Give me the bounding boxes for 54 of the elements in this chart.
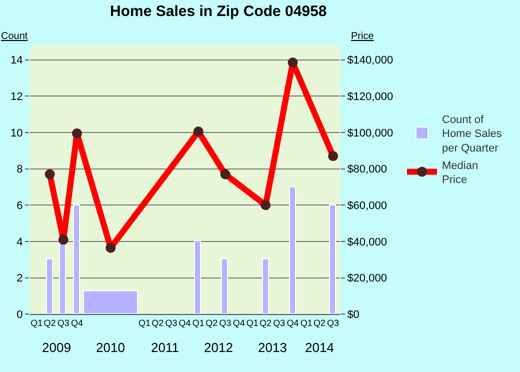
y2-axis-title: Price <box>351 31 374 42</box>
y-tick-label: 6 <box>16 200 23 212</box>
x2-tick-label: 2012 <box>204 340 233 355</box>
y-tick-label: 10 <box>10 127 23 140</box>
y-tick-label: 8 <box>16 164 23 176</box>
x-tick-label: Q4 <box>178 318 191 328</box>
x2-tick-label: 2009 <box>42 340 71 355</box>
bar <box>221 258 228 314</box>
x-tick-label: Q3 <box>219 318 232 328</box>
x2-tick-label: 2010 <box>96 340 125 355</box>
x-tick-label: Q3 <box>165 318 178 328</box>
x-tick-label: Q1 <box>192 318 204 328</box>
x2-tick-label: 2011 <box>151 340 179 355</box>
x-tick-label: Q4 <box>286 318 299 328</box>
y2-tick-label: $140,000 <box>347 54 394 67</box>
bar <box>194 240 201 314</box>
x-tick-label: Q4 <box>70 318 83 328</box>
y2-tick-label: $0 <box>347 309 360 322</box>
x-tick-label: Q2 <box>260 318 272 328</box>
y2-tick-label: $60,000 <box>347 200 387 212</box>
y2-tick-label: $100,000 <box>347 127 394 140</box>
x-tick-label: Q1 <box>246 318 258 328</box>
y2-tick-label: $120,000 <box>347 90 394 103</box>
x-tick-label: Q1 <box>30 318 43 328</box>
x-tick-label: Q4 <box>232 318 245 328</box>
y2-tick-label: $80,000 <box>347 164 387 176</box>
x-tick-label: Q1 <box>138 318 150 328</box>
x-tick-label: Q3 <box>327 318 340 328</box>
x-tick-label: Q2 <box>313 318 326 328</box>
bar <box>289 186 296 314</box>
y2-tick-label: $20,000 <box>347 272 387 285</box>
y-tick-label: 2 <box>16 272 23 285</box>
x2-tick-label: 2013 <box>258 340 287 355</box>
chart-title: Home Sales in Zip Code 04958 <box>110 3 327 20</box>
y-tick-label: 0 <box>16 309 23 322</box>
y-tick-label: 14 <box>10 54 23 67</box>
bar <box>262 258 269 314</box>
bar <box>329 204 336 314</box>
y2-tick-label: $40,000 <box>347 236 387 248</box>
x-tick-label: Q2 <box>44 318 56 328</box>
bar <box>73 204 80 314</box>
y-axis-title: Count <box>1 31 28 42</box>
x2-tick-label: 2014 <box>305 340 334 355</box>
x-tick-label: Q3 <box>57 318 70 328</box>
bar <box>46 258 53 314</box>
x-tick-label: Q1 <box>300 318 312 328</box>
y-tick-label: 12 <box>10 90 23 103</box>
legend-label: Count of Home Sales per Quarter <box>442 114 502 155</box>
x-tick-label: Q2 <box>152 318 164 328</box>
bar <box>59 240 66 314</box>
x-tick-label: Q2 <box>206 318 218 328</box>
y-tick-label: 4 <box>16 236 23 248</box>
x-tick-label: Q3 <box>273 318 286 328</box>
legend-label: Median Price <box>442 160 478 186</box>
